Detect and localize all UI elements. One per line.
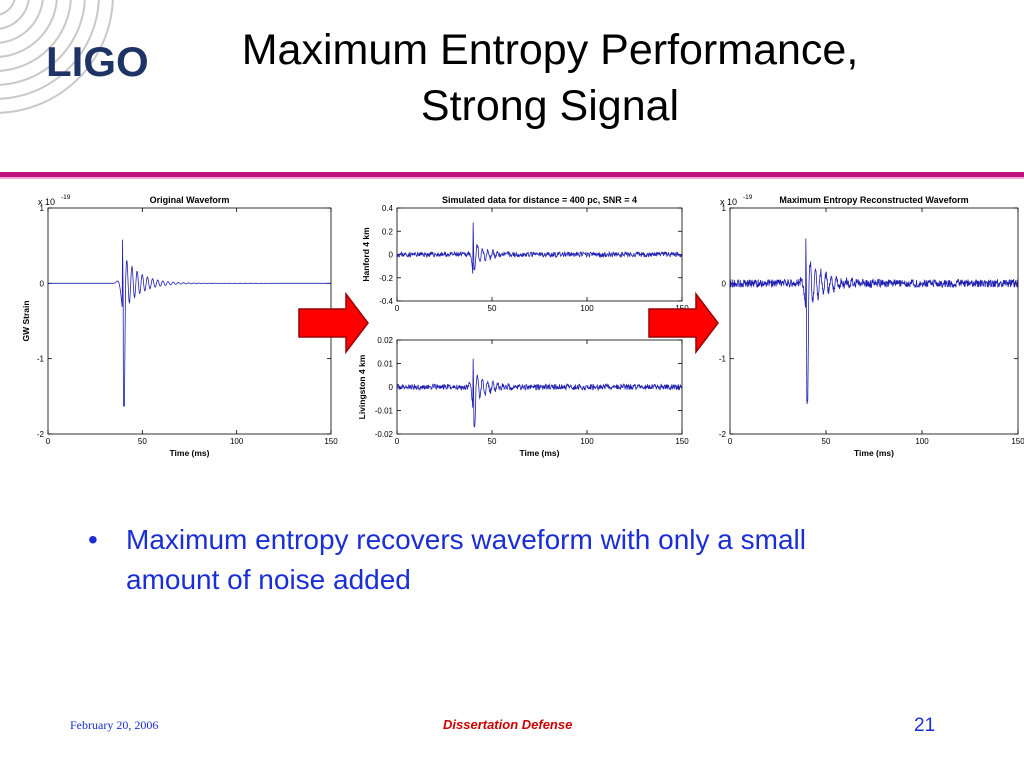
y-tick-label: 1 <box>722 204 727 213</box>
x-tick-label: 100 <box>580 437 594 446</box>
plot-frame <box>47 207 332 435</box>
x-tick-label: 100 <box>580 304 594 313</box>
y-tick-label: 0 <box>389 383 394 392</box>
y-tick-label: -2 <box>37 430 45 439</box>
footer-date: February 20, 2006 <box>70 718 159 732</box>
y-tick-label: 0.2 <box>382 227 394 236</box>
y-tick-label: 0 <box>389 251 394 260</box>
x-tick-label: 50 <box>488 437 497 446</box>
x-tick-label: 150 <box>1011 437 1024 446</box>
x-tick-label: 0 <box>728 437 733 446</box>
plot-frame <box>729 207 1019 435</box>
plot-frame <box>396 339 683 435</box>
logo-text: LIGO <box>46 38 149 85</box>
y-tick-label: -0.4 <box>379 297 393 306</box>
livingston-data-plot: 0 50 100 150 0.02 0.01 0 -0.01 -0.02 Time (ms) Liv… <box>357 336 689 458</box>
series-line <box>48 239 331 407</box>
title-divider-shadow <box>0 177 1024 179</box>
title-line-2: Strong Signal <box>420 82 680 130</box>
chart-title: Simulated data for distance = 400 pc, SN… <box>442 195 637 205</box>
x-axis-label: Time (ms) <box>170 448 210 458</box>
axis-exponent-base: x 10 <box>38 197 55 207</box>
y-tick-label: 0.01 <box>377 360 393 369</box>
y-axis-label: Hanford 4 km <box>361 227 371 282</box>
series-line <box>396 222 683 274</box>
x-axis-label: Time (ms) <box>854 448 894 458</box>
x-tick-label: 100 <box>915 437 929 446</box>
bullet-marker: • <box>88 524 98 555</box>
y-tick-label: 0.4 <box>382 204 394 213</box>
y-tick-label: -1 <box>719 355 727 364</box>
right-arrow-icon <box>298 292 369 354</box>
x-tick-label: 50 <box>822 437 831 446</box>
y-tick-label: -0.02 <box>375 430 394 439</box>
bullet-text: Maximum entropy recovers waveform with o… <box>126 524 806 595</box>
x-tick-label: 0 <box>46 437 51 446</box>
y-tick-label: 1 <box>40 204 45 213</box>
plot-frame <box>396 207 683 302</box>
x-axis-label: Time (ms) <box>520 448 560 458</box>
hanford-data-plot: Simulated data for distance = 400 pc, SN… <box>361 195 689 313</box>
series-line <box>729 238 1019 405</box>
x-tick-label: 0 <box>395 304 400 313</box>
y-tick-label: 0 <box>722 279 727 288</box>
y-tick-label: -0.2 <box>379 274 393 283</box>
y-axis-label: GW Strain <box>21 300 31 341</box>
y-tick-label: 0.02 <box>377 336 393 345</box>
y-tick-label: 0 <box>40 279 45 288</box>
y-axis-label: Livingston 4 km <box>357 354 367 419</box>
x-tick-label: 50 <box>488 304 497 313</box>
footer-title: Dissertation Defense <box>443 717 573 732</box>
axis-exponent-power: -19 <box>743 194 753 201</box>
title-divider <box>0 172 1024 177</box>
right-arrow-icon <box>648 292 719 354</box>
series-line <box>396 358 683 428</box>
y-tick-label: -2 <box>719 430 727 439</box>
x-tick-label: 0 <box>395 437 400 446</box>
title-line-1: Maximum Entropy Performance, <box>241 26 859 74</box>
chart-title: Original Waveform <box>150 195 230 205</box>
axis-exponent-base: x 10 <box>720 197 737 207</box>
ligo-logo: LIGO <box>0 0 149 114</box>
x-tick-label: 50 <box>138 437 147 446</box>
slide-title: Maximum Entropy Performance, Strong Sign… <box>150 22 950 134</box>
x-tick-label: 150 <box>675 437 689 446</box>
x-tick-label: 150 <box>324 437 338 446</box>
chart-title: Maximum Entropy Reconstructed Waveform <box>779 195 968 205</box>
x-tick-label: 100 <box>230 437 244 446</box>
y-tick-label: -0.01 <box>375 407 394 416</box>
reconstructed-waveform-plot: Maximum Entropy Reconstructed Waveform x … <box>719 194 1024 458</box>
axis-exponent-power: -19 <box>61 194 71 201</box>
page-number: 21 <box>914 715 936 736</box>
original-waveform-plot: Original Waveform x 10 -19 0 50 100 150 1 0 -1 -2 T… <box>21 194 338 458</box>
y-tick-label: -1 <box>37 355 45 364</box>
